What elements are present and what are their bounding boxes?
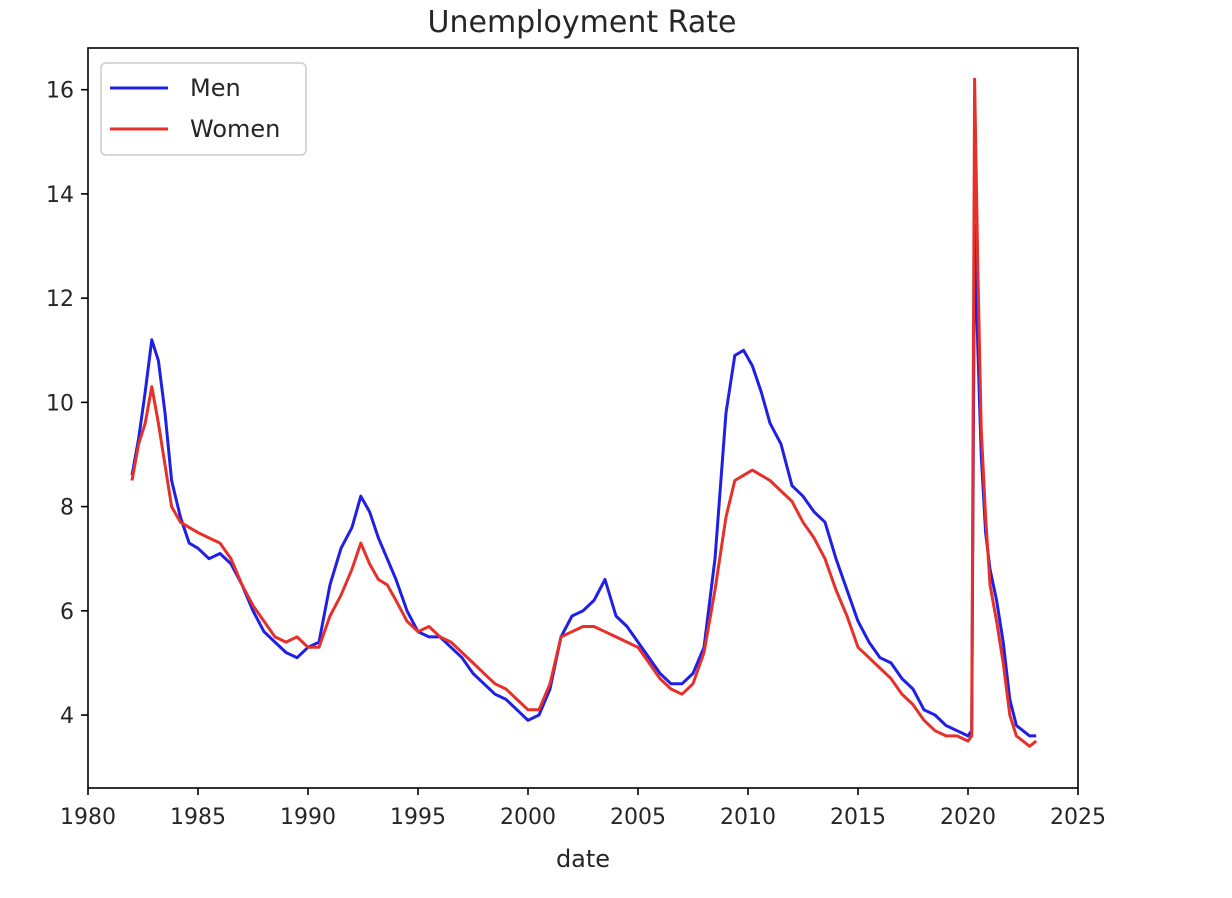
- x-tick-label-1990: 1990: [280, 805, 336, 830]
- x-tick-label-2005: 2005: [610, 805, 666, 830]
- x-tick-label-1995: 1995: [390, 805, 446, 830]
- chart-title: Unemployment Rate: [428, 5, 737, 40]
- series-line-men: [130, 223, 1037, 738]
- series-layer: [130, 77, 1038, 748]
- x-axis: 1980 1985 1990 1995 2000 2005 2010 2015 2020 2025: [60, 788, 1106, 830]
- x-tick-label-2015: 2015: [830, 805, 886, 830]
- y-tick-label-14: 14: [46, 183, 74, 208]
- y-tick-label-6: 6: [60, 600, 74, 625]
- legend: Men Women: [100, 62, 307, 156]
- y-tick-label-16: 16: [46, 79, 74, 104]
- plot-area-frame: [87, 47, 1079, 789]
- x-tick-label-2010: 2010: [720, 805, 776, 830]
- x-axis-label: date: [556, 845, 610, 873]
- y-axis: 4 6 8 10 12 14 16: [46, 79, 88, 729]
- legend-label-men: Men: [190, 74, 241, 102]
- x-tick-label-1980: 1980: [60, 805, 116, 830]
- legend-box: [100, 62, 307, 156]
- y-tick-label-12: 12: [46, 287, 74, 312]
- x-tick-label-2025: 2025: [1050, 805, 1106, 830]
- x-tick-label-1985: 1985: [170, 805, 226, 830]
- series-line-women: [130, 77, 1038, 748]
- legend-label-women: Women: [190, 115, 280, 143]
- x-tick-label-2020: 2020: [940, 805, 996, 830]
- y-tick-label-8: 8: [60, 496, 74, 521]
- x-tick-label-2000: 2000: [500, 805, 556, 830]
- y-tick-label-10: 10: [46, 391, 74, 416]
- y-tick-label-4: 4: [60, 704, 74, 729]
